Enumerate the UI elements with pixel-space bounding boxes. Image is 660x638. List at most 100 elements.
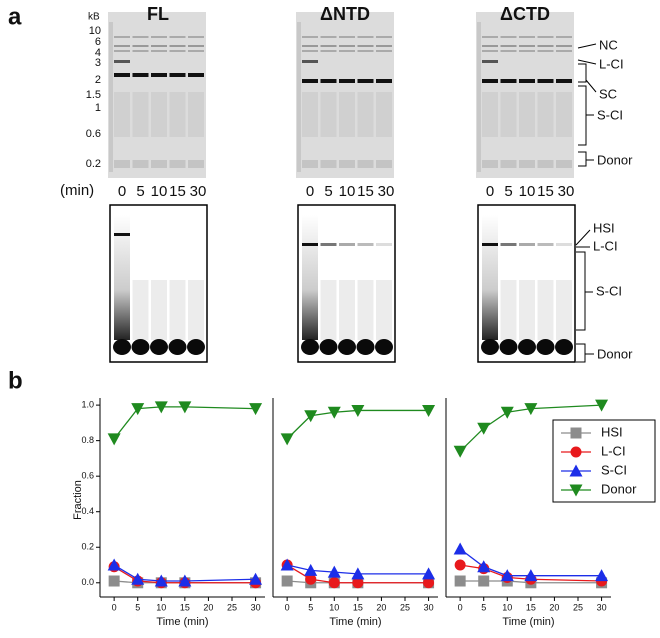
smear [537, 92, 554, 137]
donor-band [319, 339, 338, 355]
band [151, 50, 167, 52]
data-point [453, 445, 467, 458]
smear [519, 92, 535, 137]
smear [151, 92, 167, 137]
smear [519, 280, 535, 340]
ladder-label: 4 [95, 47, 101, 59]
band [188, 45, 204, 47]
band [320, 45, 337, 47]
band [320, 160, 337, 168]
y-tick-label: 1.0 [81, 399, 94, 409]
x-tick-label: 15 [526, 602, 536, 612]
smear [339, 92, 355, 137]
smear [537, 280, 554, 340]
ladder-label: 0.2 [86, 158, 101, 170]
donor-band [499, 339, 518, 355]
x-axis-label: Time (min) [156, 616, 208, 628]
data-point [280, 433, 294, 446]
legend-marker [570, 446, 582, 458]
time-tick-label: 30 [378, 183, 395, 200]
band-label: NC [599, 37, 618, 52]
band-label: L-CI [593, 238, 618, 253]
band [556, 45, 572, 47]
time-tick-label: 0 [486, 183, 494, 200]
legend-marker [569, 464, 583, 477]
band [339, 50, 355, 52]
data-point [524, 403, 538, 416]
panel-label: a [8, 3, 22, 30]
band [357, 79, 374, 83]
ladder-label: 10 [89, 25, 101, 37]
x-tick-label: 0 [112, 602, 117, 612]
data-point [108, 575, 120, 587]
donor-band [187, 339, 205, 355]
band [357, 36, 374, 38]
band [339, 45, 355, 47]
band [132, 36, 149, 38]
band [519, 243, 535, 246]
ladder-label: 3 [95, 57, 101, 69]
band [519, 160, 535, 168]
band [151, 45, 167, 47]
time-tick-label: 10 [339, 183, 356, 200]
gel-title: FL [147, 4, 169, 24]
band [376, 50, 392, 52]
data-point [422, 567, 436, 580]
smear [151, 280, 167, 340]
data-point [477, 560, 491, 573]
legend-label: L-CI [601, 443, 626, 458]
data-point [178, 401, 192, 414]
x-tick-label: 30 [424, 602, 434, 612]
band [132, 50, 149, 52]
donor-band [301, 339, 319, 355]
band [151, 160, 167, 168]
band [376, 45, 392, 47]
band [482, 45, 498, 47]
band [114, 160, 130, 168]
data-point [454, 575, 466, 587]
donor-band [131, 339, 150, 355]
band-label: SC [599, 86, 617, 101]
y-tick-label: 0.2 [81, 542, 94, 552]
time-tick-label: 30 [558, 183, 575, 200]
time-tick-label: 5 [136, 183, 144, 200]
time-tick-label: 10 [519, 183, 536, 200]
x-tick-label: 30 [597, 602, 607, 612]
data-point [500, 406, 514, 419]
x-tick-label: 5 [135, 602, 140, 612]
y-tick-label: 0.6 [81, 471, 94, 481]
data-point [595, 569, 609, 582]
data-point [352, 577, 364, 589]
donor-band [113, 339, 131, 355]
legend-label: HSI [601, 424, 623, 439]
data-point [280, 558, 294, 571]
ladder-lane [109, 22, 113, 172]
band [556, 50, 572, 52]
smear [482, 215, 498, 340]
x-tick-label: 30 [251, 602, 261, 612]
time-tick-label: 30 [190, 183, 207, 200]
band [339, 79, 355, 83]
ladder-label: 6 [95, 36, 101, 48]
band [151, 73, 167, 77]
smear [376, 280, 392, 340]
smear [320, 92, 337, 137]
band [357, 243, 374, 246]
smear [302, 215, 318, 340]
donor-band [356, 339, 375, 355]
data-point [249, 572, 263, 585]
band [500, 79, 517, 83]
x-tick-label: 5 [308, 602, 313, 612]
band [556, 79, 572, 83]
x-tick-label: 0 [458, 602, 463, 612]
band [537, 45, 554, 47]
band [376, 243, 392, 246]
data-point [305, 573, 317, 585]
donor-band [555, 339, 573, 355]
x-tick-label: 20 [549, 602, 559, 612]
donor-band [338, 339, 356, 355]
band [537, 243, 554, 246]
data-point [281, 575, 293, 587]
band [376, 160, 392, 168]
